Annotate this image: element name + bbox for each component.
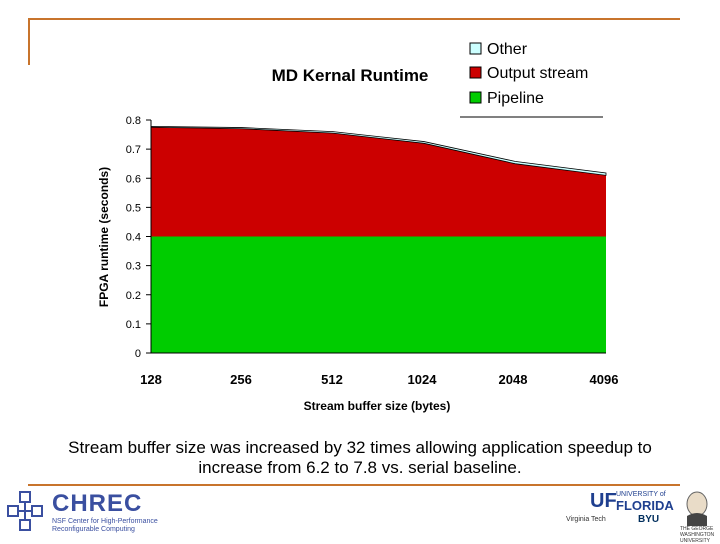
slide-caption: Stream buffer size was increased by 32 t… [68,438,652,477]
gw-seal-icon [686,491,708,526]
runtime-chart: MD Kernal Runtime Other Output stream Pipe… [97,41,619,413]
y-tick-label: 0.2 [126,290,141,302]
frame-bottom-rule [28,484,680,486]
chart-title: MD Kernal Runtime [272,66,429,85]
chart-axes: 0 0.1 0.2 0.3 0.4 0.5 0.6 0.7 0.8 128 256 512 1024 20… [126,115,619,387]
x-tick-label: 128 [140,372,162,387]
y-tick-label: 0.4 [126,232,141,244]
legend-swatch-pipeline [469,91,482,104]
uf-logo: UF [590,490,617,512]
uf-florida-text: FLORIDA [616,498,674,513]
chrec-logo: CHREC NSF Center for High-Performance Re… [4,490,174,536]
area-pipeline [151,236,606,353]
uf-university-text: UNIVERSITY of [616,491,666,498]
legend-label-other: Other [487,41,528,58]
y-tick-label: 0.5 [126,202,141,214]
y-tick-label: 0.3 [126,261,141,273]
x-tick-label: 4096 [590,372,619,387]
y-tick-label: 0.6 [126,173,141,185]
chrec-logo-icon [7,491,43,531]
area-other [150,126,607,176]
gw-logo-text: THE GEORGE WASHINGTON UNIVERSITY [680,526,715,544]
x-tick-label: 2048 [499,372,528,387]
legend-swatch-output-stream [469,66,482,79]
y-axis-label: FPGA runtime (seconds) [97,167,111,307]
y-tick-label: 0 [135,348,141,360]
frame-top-rule [28,18,680,20]
x-tick-label: 256 [230,372,252,387]
frame-left-rule [28,18,30,65]
byu-logo: BYU [638,514,660,525]
chrec-tagline: NSF Center for High-Performance Reconfig… [52,518,158,533]
y-tick-label: 0.8 [126,115,141,127]
area-layers [150,126,607,353]
chrec-wordmark: CHREC [52,490,143,517]
legend-label-output-stream: Output stream [487,65,588,82]
y-tick-label: 0.1 [126,319,141,331]
partner-logos: UF UNIVERSITY of FLORIDA Virginia Tech B… [560,488,718,544]
x-axis-label: Stream buffer size (bytes) [304,399,451,413]
legend-label-pipeline: Pipeline [487,90,544,107]
legend-swatch-other [469,42,482,55]
area-output-stream [151,127,606,237]
chart-legend: Other Output stream Pipeline [460,41,603,118]
y-tick-label: 0.7 [126,144,141,156]
virginia-tech-logo: Virginia Tech [566,516,606,523]
x-tick-label: 512 [321,372,343,387]
x-tick-label: 1024 [408,372,438,387]
